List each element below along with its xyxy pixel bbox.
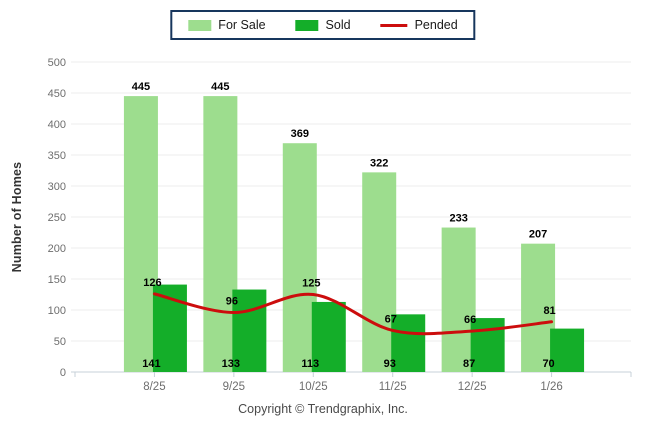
forsale-value-label: 322 xyxy=(370,157,388,169)
sold-bar xyxy=(550,328,585,372)
forsale-bar xyxy=(123,96,158,372)
forsale-value-label: 445 xyxy=(211,81,229,93)
x-tick-label: 9/25 xyxy=(223,381,245,393)
sold-value-label: 87 xyxy=(463,358,475,370)
sold-value-label: 70 xyxy=(542,358,554,370)
sold-value-label: 113 xyxy=(301,358,319,370)
y-tick-label: 200 xyxy=(48,243,66,255)
forsale-value-label: 233 xyxy=(449,213,467,225)
pended-value-label: 67 xyxy=(385,313,397,325)
y-tick-label: 300 xyxy=(48,181,66,193)
forsale-bar xyxy=(203,96,238,372)
pended-value-label: 125 xyxy=(302,278,320,290)
pended-line xyxy=(152,292,554,336)
forsale-value-label: 445 xyxy=(132,81,150,93)
legend-item-pended: Pended xyxy=(380,18,458,32)
x-tick-label: 8/25 xyxy=(143,381,165,393)
legend-sold-swatch-icon xyxy=(295,19,319,31)
sold-bar xyxy=(391,314,426,372)
y-tick-label: 0 xyxy=(60,367,66,379)
y-tick-label: 100 xyxy=(48,305,66,317)
y-tick-label: 50 xyxy=(54,336,66,348)
legend-for-sale-swatch-icon xyxy=(188,19,212,31)
legend-item-for-sale: For Sale xyxy=(188,18,266,32)
y-tick-label: 450 xyxy=(48,88,66,100)
sold-bar xyxy=(311,301,346,372)
x-tick-label: 11/25 xyxy=(379,381,407,393)
forsale-value-label: 369 xyxy=(291,128,309,140)
y-tick-label: 350 xyxy=(48,150,66,162)
forsale-bar xyxy=(521,243,556,372)
sold-bar xyxy=(232,289,267,372)
y-tick-label: 500 xyxy=(48,57,66,69)
x-tick-label: 10/25 xyxy=(299,381,328,393)
forsale-bar xyxy=(362,172,397,372)
sold-value-label: 93 xyxy=(384,358,396,370)
pended-value-label: 96 xyxy=(226,295,238,307)
forsale-value-label: 207 xyxy=(529,229,547,241)
sold-value-label: 133 xyxy=(222,358,240,370)
forsale-bar xyxy=(441,227,476,372)
pended-value-label: 66 xyxy=(464,314,476,326)
x-tick-label: 12/25 xyxy=(458,381,487,393)
legend: For Sale Sold Pended xyxy=(170,10,476,40)
legend-label: For Sale xyxy=(218,18,266,32)
pended-value-label: 126 xyxy=(143,277,161,289)
sold-value-label: 141 xyxy=(142,358,160,370)
y-tick-label: 150 xyxy=(48,274,66,286)
x-tick-label: 1/26 xyxy=(540,381,562,393)
forsale-bar xyxy=(282,143,317,372)
copyright-text: Copyright © Trendgraphix, Inc. xyxy=(238,402,408,416)
y-tick-label: 400 xyxy=(48,119,66,131)
legend-label: Sold xyxy=(325,18,351,32)
legend-label: Pended xyxy=(414,18,458,32)
legend-pended-line-icon xyxy=(380,23,408,27)
legend-item-sold: Sold xyxy=(295,18,351,32)
y-tick-label: 250 xyxy=(48,212,66,224)
pended-value-label: 81 xyxy=(543,305,555,317)
sold-bar xyxy=(470,318,505,372)
